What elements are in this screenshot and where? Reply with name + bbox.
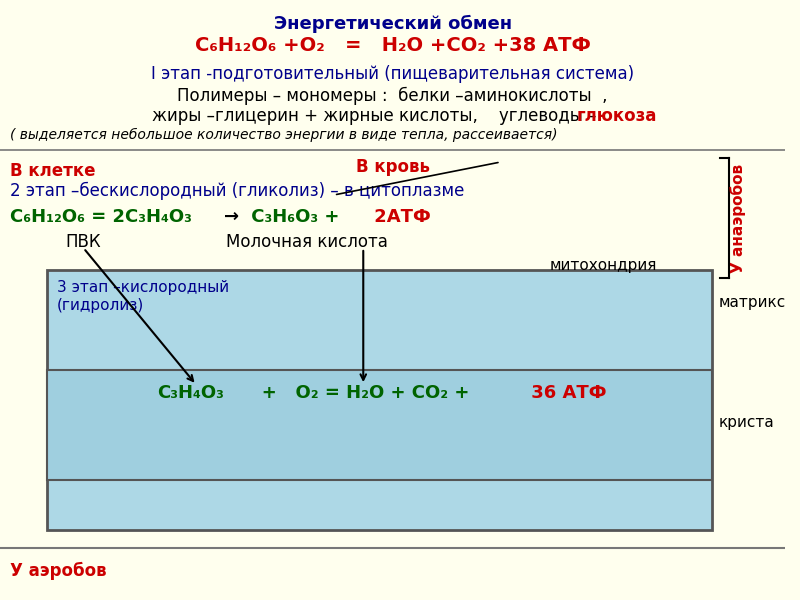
Text: 2АТФ: 2АТФ	[368, 208, 431, 226]
Text: Полимеры – мономеры :  белки –аминокислоты  ,: Полимеры – мономеры : белки –аминокислот…	[178, 87, 608, 105]
Text: →: →	[224, 208, 239, 226]
Text: криста: криста	[718, 415, 774, 430]
Text: I этап -подготовительный (пищеварительная система): I этап -подготовительный (пищеварительна…	[151, 65, 634, 83]
Text: ПВК: ПВК	[66, 233, 102, 251]
Text: С₃Н₆О₃ +: С₃Н₆О₃ +	[246, 208, 340, 226]
Text: У аэробов: У аэробов	[10, 562, 106, 580]
Text: (гидролиз): (гидролиз)	[57, 298, 144, 313]
Text: Энергетический обмен: Энергетический обмен	[274, 15, 512, 33]
Text: В клетке: В клетке	[10, 162, 95, 180]
Text: 2 этап –бескислородный (гликолиз) – в цитоплазме: 2 этап –бескислородный (гликолиз) – в ци…	[10, 182, 464, 200]
Text: С₆Н₁₂О₆ +О₂   =   Н₂О +СО₂ +38 АТФ: С₆Н₁₂О₆ +О₂ = Н₂О +СО₂ +38 АТФ	[194, 36, 590, 55]
Text: 36 АТФ: 36 АТФ	[526, 384, 606, 402]
Text: В кровь: В кровь	[356, 158, 430, 176]
Text: С₆Н₁₂О₆ = 2С₃Н₄О₃: С₆Н₁₂О₆ = 2С₃Н₄О₃	[10, 208, 192, 226]
Text: митохондрия: митохондрия	[550, 258, 657, 273]
Text: 3 этап –кислородный: 3 этап –кислородный	[57, 280, 229, 295]
Text: +   О₂ = Н₂О + СО₂ +: + О₂ = Н₂О + СО₂ +	[243, 384, 470, 402]
Text: С₃Н₄О₃: С₃Н₄О₃	[157, 384, 224, 402]
Text: У анаэробов: У анаэробов	[730, 163, 746, 272]
Bar	[47, 370, 712, 480]
Bar	[47, 270, 712, 530]
Text: ( выделяется небольшое количество энергии в виде тепла, рассеивается): ( выделяется небольшое количество энерги…	[10, 128, 558, 142]
Text: матрикс: матрикс	[718, 295, 786, 310]
Text: жиры –глицерин + жирные кислоты,    углеводы –: жиры –глицерин + жирные кислоты, углевод…	[152, 107, 602, 125]
Text: Молочная кислота: Молочная кислота	[226, 233, 388, 251]
Text: глюкоза: глюкоза	[576, 107, 657, 125]
